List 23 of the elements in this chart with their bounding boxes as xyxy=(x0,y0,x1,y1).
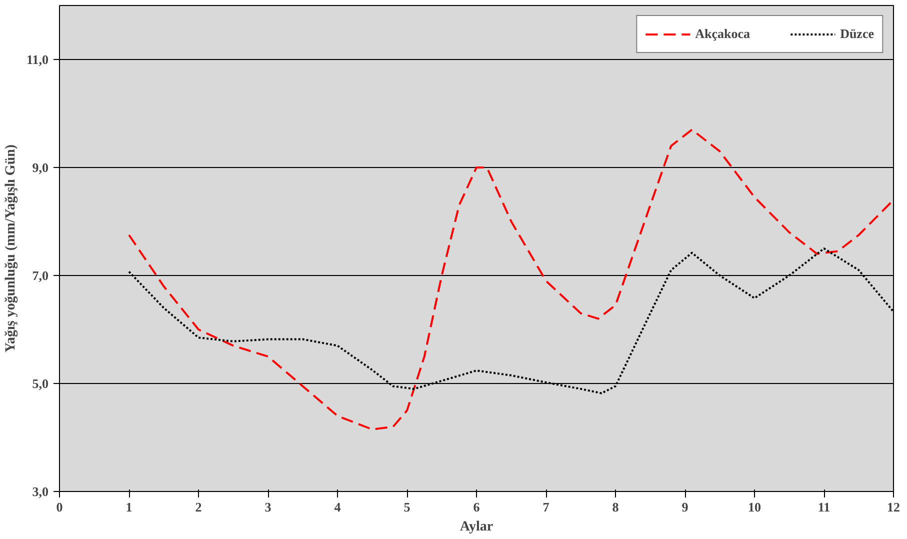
x-tick-label: 8 xyxy=(612,500,620,514)
y-tick-label: 5,0 xyxy=(32,376,48,391)
y-tick-label: 9,0 xyxy=(32,160,48,175)
x-tick-label: 11 xyxy=(818,500,830,514)
y-tick-label: 7,0 xyxy=(32,268,48,283)
legend-label: Akçakoca xyxy=(695,26,750,42)
x-tick-label: 3 xyxy=(264,500,272,514)
x-tick-label: 0 xyxy=(56,500,63,514)
x-tick-label: 10 xyxy=(748,500,761,514)
x-tick-label: 4 xyxy=(334,500,342,514)
x-tick-label: 7 xyxy=(542,500,550,514)
y-tick-label: 3,0 xyxy=(32,484,48,499)
line-series xyxy=(128,128,894,430)
x-tick-label: 2 xyxy=(195,500,202,514)
x-tick-label: 1 xyxy=(126,500,132,514)
x-tick-label: 12 xyxy=(887,500,900,514)
x-tick-label: 6 xyxy=(473,500,480,514)
y-axis-title: Yağış yoğunluğu (mm/Yağışlı Gün) xyxy=(3,144,18,353)
x-tick-label: 5 xyxy=(404,500,411,514)
x-tick-label: 9 xyxy=(682,500,689,514)
legend-label: Düzce xyxy=(840,26,874,42)
y-tick-label: 11,0 xyxy=(26,52,49,67)
x-axis-title: Aylar xyxy=(460,520,494,534)
